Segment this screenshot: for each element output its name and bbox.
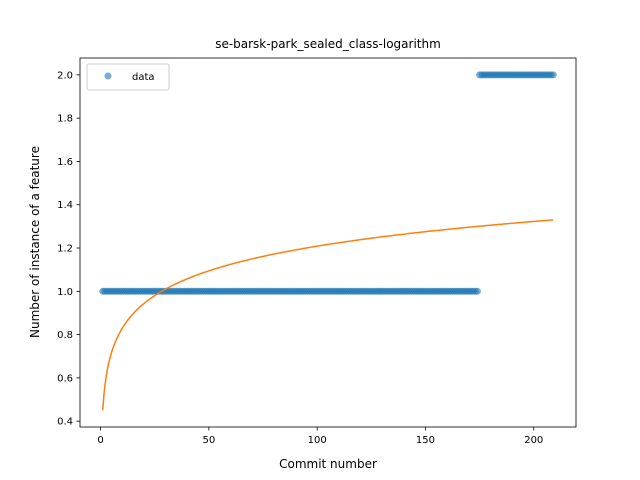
x-tick-label: 200 [524,435,543,446]
x-tick-label: 0 [97,435,103,446]
legend-box [86,63,170,91]
y-axis-label: Number of instance of a feature [28,146,42,338]
y-tick-label: 0.6 [57,373,73,384]
x-tick-label: 100 [308,435,327,446]
y-tick-label: 1.6 [57,157,73,168]
y-tick-label: 1.8 [57,114,73,125]
x-tick-label: 150 [416,435,435,446]
y-tick-label: 1.2 [57,244,73,255]
x-tick-label: 50 [203,435,216,446]
plot-area [99,71,557,411]
axes: 0 50 100 150 200 0.4 0.6 0.8 1.0 1.2 1.4 1.6 1.8 2.0 [57,57,577,446]
y-tick-label: 0.8 [57,330,73,341]
y-tick-label: 0.4 [57,417,73,428]
y-tick-label: 1.4 [57,200,73,211]
legend-marker [104,72,112,80]
data-point [473,287,481,295]
legend-label: data [132,72,155,83]
fit-line [101,219,554,411]
legend: data [86,63,170,91]
x-axis-label: Commit number [279,457,377,471]
y-tick-label: 1.0 [57,287,73,298]
y-tick-label: 2.0 [57,70,73,81]
data-point [549,71,557,79]
axes-frame [79,57,577,428]
chart-title: se-barsk-park_sealed_class-logarithm [215,37,441,51]
